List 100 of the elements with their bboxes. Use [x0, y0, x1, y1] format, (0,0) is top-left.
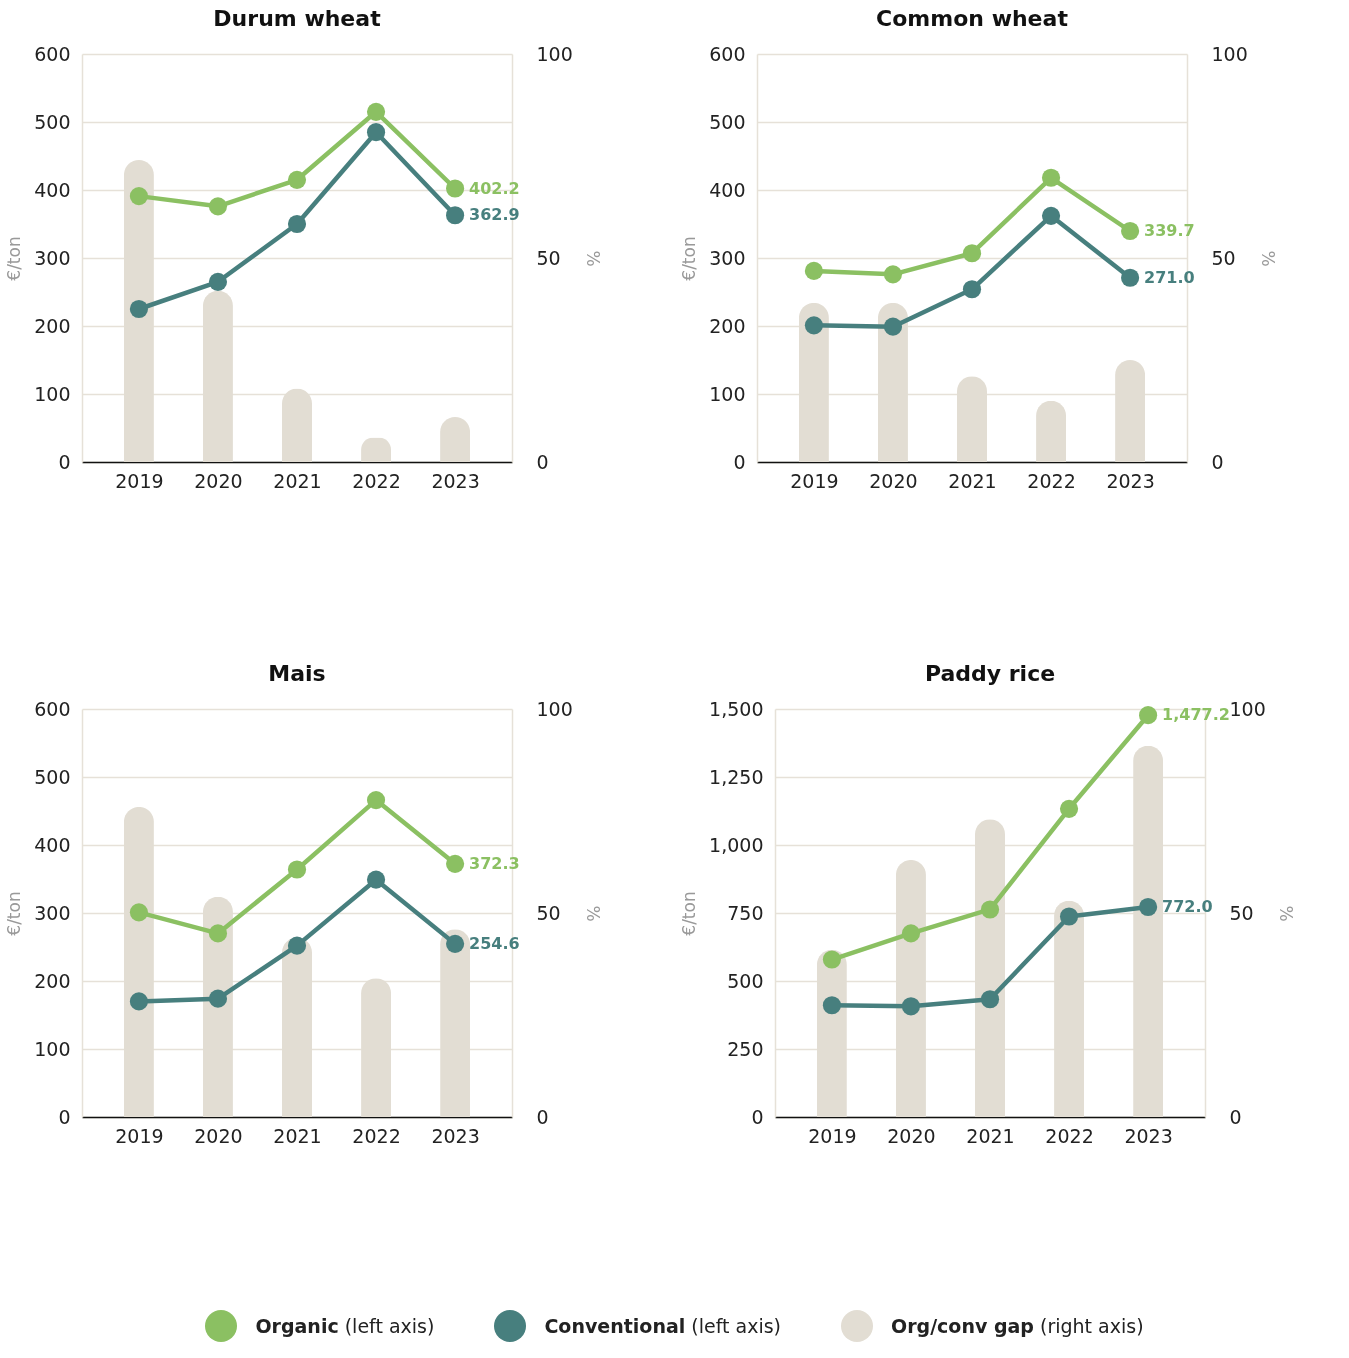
point: [208, 272, 228, 291]
point: [208, 924, 228, 943]
y2-tick-label: 0: [536, 1105, 549, 1128]
data-label: 362.9: [469, 205, 520, 225]
point: [901, 997, 921, 1016]
point: [446, 179, 465, 198]
point: [883, 317, 903, 336]
point: [208, 989, 228, 1008]
y2-axis-title: %: [1257, 250, 1278, 267]
x-tick-label: 2022: [352, 469, 401, 492]
point: [287, 214, 307, 234]
y2-tick-label: 100: [536, 42, 573, 65]
x-tick-label: 2023: [1106, 469, 1155, 492]
data-label: 772.0: [1162, 897, 1213, 917]
y-axis-title: €/ton: [4, 891, 25, 936]
point: [804, 261, 823, 280]
y-tick-label: 600: [34, 697, 71, 720]
bar: [282, 388, 312, 462]
y-tick-label: 600: [34, 42, 71, 65]
y-tick-label: 300: [709, 246, 746, 269]
y2-tick-label: 0: [1211, 450, 1224, 473]
y-tick-label: 100: [34, 382, 71, 405]
point: [1139, 706, 1158, 725]
y-tick-label: 500: [34, 765, 71, 788]
x-tick-label: 2021: [948, 469, 997, 492]
point: [822, 950, 841, 969]
x-tick-label: 2019: [790, 469, 839, 492]
y2-tick-label: 50: [536, 246, 561, 269]
y2-axis-title: %: [582, 250, 603, 267]
point: [822, 996, 841, 1015]
data-label: 339.7: [1144, 221, 1195, 240]
y-tick-label: 300: [34, 246, 71, 269]
y-tick-label: 200: [709, 314, 746, 337]
y2-tick-label: 50: [536, 901, 561, 924]
point: [129, 299, 148, 319]
point: [883, 265, 903, 284]
y-tick-label: 1,000: [709, 833, 764, 856]
y-tick-label: 400: [34, 178, 71, 201]
point: [1139, 897, 1158, 917]
y-tick-label: 1,250: [709, 765, 764, 788]
y-tick-label: 100: [34, 1037, 71, 1060]
y-tick-label: 100: [709, 382, 746, 405]
y-tick-label: 400: [709, 178, 746, 201]
y-tick-label: 0: [751, 1105, 764, 1128]
legend-label: Conventional (left axis): [544, 1315, 782, 1337]
point: [804, 316, 823, 335]
point: [129, 903, 148, 922]
y-tick-label: 0: [733, 450, 746, 473]
legend-label: Organic (left axis): [255, 1315, 435, 1337]
y-tick-label: 0: [58, 450, 71, 473]
y2-tick-label: 100: [1211, 42, 1248, 65]
y2-axis-title: %: [1275, 905, 1296, 922]
x-tick-label: 2020: [194, 469, 243, 492]
bar: [1036, 400, 1067, 462]
point: [366, 870, 386, 889]
point: [1041, 168, 1061, 187]
chart-title: Mais: [268, 661, 326, 686]
y-tick-label: 200: [34, 969, 71, 992]
x-tick-label: 2019: [808, 1124, 857, 1147]
point: [980, 900, 1000, 919]
chart-title: Paddy rice: [924, 661, 1056, 686]
y-tick-label: 1,500: [709, 697, 764, 720]
chart-title: Common wheat: [876, 6, 1069, 31]
y-tick-label: 400: [34, 833, 71, 856]
point: [1121, 221, 1140, 241]
point: [366, 123, 386, 142]
x-tick-label: 2023: [1124, 1124, 1173, 1147]
point: [1121, 268, 1140, 287]
x-tick-label: 2019: [115, 469, 164, 492]
y-axis-title: €/ton: [679, 236, 700, 281]
point: [366, 791, 386, 810]
data-label: 271.0: [1144, 267, 1195, 287]
x-tick-label: 2020: [194, 1124, 243, 1147]
x-tick-label: 2022: [1045, 1124, 1094, 1147]
legend-label: Org/conv gap (right axis): [891, 1315, 1144, 1337]
point: [287, 936, 307, 955]
y2-tick-label: 0: [536, 450, 549, 473]
point: [901, 924, 921, 943]
point: [1041, 206, 1061, 225]
x-tick-label: 2021: [273, 469, 322, 492]
y-tick-label: 600: [709, 42, 746, 65]
x-tick-label: 2022: [1027, 469, 1076, 492]
point: [129, 992, 148, 1011]
x-tick-label: 2023: [431, 469, 480, 492]
y-tick-label: 200: [34, 314, 71, 337]
data-label: 402.2: [469, 178, 520, 198]
y2-tick-label: 100: [1229, 697, 1266, 720]
point: [287, 860, 307, 879]
data-label: 254.6: [469, 933, 520, 953]
y-axis-title: €/ton: [4, 236, 25, 281]
y-tick-label: 0: [58, 1105, 71, 1128]
point: [287, 170, 307, 189]
point: [129, 187, 148, 206]
x-tick-label: 2023: [431, 1124, 480, 1147]
point: [446, 854, 465, 873]
point: [366, 102, 386, 121]
point: [208, 197, 228, 216]
y2-tick-label: 50: [1229, 901, 1254, 924]
y2-tick-label: 50: [1211, 246, 1236, 269]
y-tick-label: 300: [34, 901, 71, 924]
